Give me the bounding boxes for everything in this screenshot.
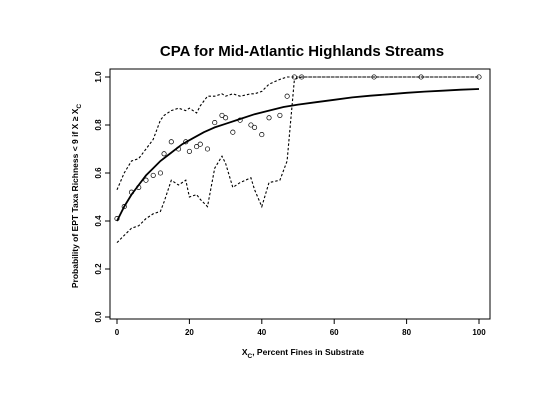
- data-point: [168, 139, 174, 145]
- data-point: [175, 146, 182, 152]
- data-point: [219, 112, 225, 118]
- data-point: [194, 144, 200, 150]
- data-point: [248, 122, 254, 128]
- x-tick-label: 20: [185, 328, 194, 337]
- y-tick-label: 1.0: [94, 71, 103, 83]
- data-point: [143, 177, 149, 183]
- plot-frame: [109, 68, 491, 320]
- data-point: [197, 141, 203, 147]
- y-tick-label: 0.0: [94, 311, 103, 323]
- data-point: [277, 112, 283, 118]
- data-point: [114, 216, 120, 222]
- data-point: [284, 93, 290, 99]
- x-tick-label: 100: [472, 328, 486, 337]
- data-point: [230, 129, 236, 135]
- data-point: [371, 74, 377, 80]
- data-point: [150, 172, 156, 178]
- x-tick-label: 60: [330, 328, 339, 337]
- data-points: [114, 74, 482, 222]
- data-point: [476, 74, 482, 80]
- data-point: [223, 115, 229, 121]
- lower-bound-line: [116, 76, 479, 243]
- data-point: [186, 148, 192, 154]
- data-point: [128, 189, 135, 195]
- data-point: [121, 204, 127, 210]
- upper-bound-line: [116, 76, 479, 191]
- data-point: [266, 115, 272, 121]
- data-point: [183, 139, 189, 145]
- y-tick-label: 0.2: [94, 263, 103, 275]
- y-tick-label: 0.4: [94, 215, 103, 227]
- y-tick-label: 0.6: [94, 167, 103, 179]
- data-point: [259, 132, 265, 138]
- x-tick-label: 80: [402, 328, 411, 337]
- y-tick-label: 0.8: [94, 119, 103, 131]
- data-point: [157, 170, 163, 176]
- x-tick-label: 0: [115, 328, 120, 337]
- fitted-curve: [116, 88, 480, 222]
- x-tick-label: 40: [257, 328, 266, 337]
- data-point: [136, 184, 142, 190]
- data-point: [291, 74, 297, 80]
- data-point: [252, 124, 258, 130]
- data-point: [204, 146, 211, 152]
- x-axis-label: XC, Percent Fines in Substrate: [242, 347, 365, 360]
- y-axis: 0.0 0.2 0.4 0.6 0.8 1.0: [94, 71, 110, 323]
- data-point: [418, 74, 424, 80]
- chart-title: CPA for Mid-Atlantic Highlands Streams: [160, 43, 444, 60]
- y-axis-label: Probability of EPT Taxa Richness < 9 if …: [70, 104, 83, 289]
- data-point: [161, 151, 167, 157]
- data-point: [299, 74, 305, 80]
- x-axis: 0 20 40 60 80 100: [115, 319, 486, 337]
- data-point: [212, 120, 218, 126]
- series-lines: [116, 76, 480, 243]
- data-point: [237, 117, 243, 123]
